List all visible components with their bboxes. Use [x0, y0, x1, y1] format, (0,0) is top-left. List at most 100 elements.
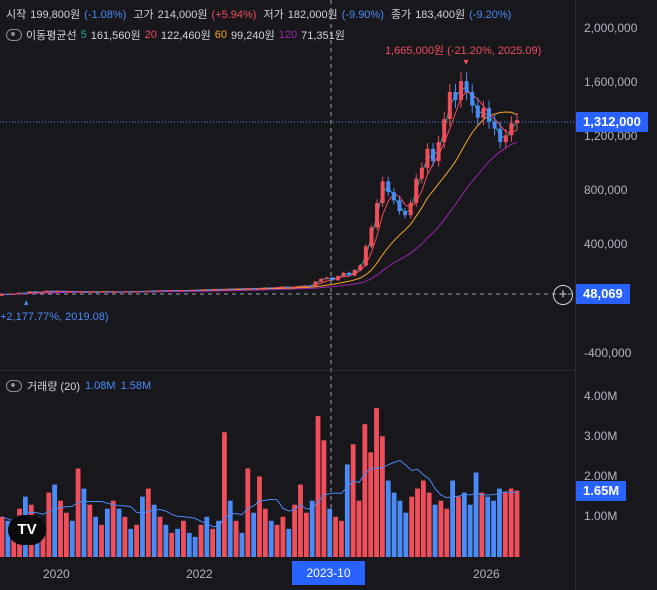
eye-icon[interactable] — [6, 380, 22, 392]
moving-average-lines — [1, 85, 518, 295]
candle — [44, 290, 49, 292]
candle — [151, 290, 156, 292]
volume-bar — [368, 452, 374, 557]
time-label: 2020 — [43, 567, 70, 581]
candle — [425, 148, 430, 168]
price-chart[interactable]: ▾ — [0, 0, 576, 590]
candle — [481, 108, 486, 118]
volume-bar — [151, 504, 157, 557]
price-tick: 400,000 — [584, 237, 628, 251]
candle — [207, 289, 212, 291]
volume-bar — [350, 444, 356, 557]
volume-bar — [333, 516, 338, 557]
ma60-value: 99,240원 — [231, 30, 275, 42]
volume-bar — [87, 504, 93, 557]
candle — [487, 108, 492, 122]
volume-bar — [227, 500, 233, 557]
candle — [498, 128, 503, 143]
ma-line-5 — [1, 85, 518, 295]
high-value: 214,000원 — [157, 9, 208, 21]
low-annotation: +2,177.77%, 2019.08) — [0, 311, 109, 323]
volume-bar — [479, 492, 485, 557]
ma-line-120 — [1, 141, 518, 295]
volume-legend[interactable]: 거래량 (20) 1.08M 1.58M — [6, 378, 151, 394]
volume-bar — [485, 496, 491, 557]
volume-title: 거래량 (20) — [27, 381, 80, 393]
crosshair-price-tag: 48,069 — [576, 284, 630, 304]
candle — [246, 288, 251, 290]
close-change: (-9.20%) — [469, 9, 512, 21]
volume-bar — [110, 500, 116, 557]
candle — [55, 291, 60, 293]
candle — [335, 276, 340, 281]
volume-bar — [268, 520, 274, 557]
candle — [257, 288, 262, 290]
volume-tick: 4.00M — [584, 389, 618, 403]
candle — [358, 265, 363, 271]
volume-bar — [99, 524, 104, 557]
candle — [111, 291, 116, 293]
candle — [263, 287, 268, 289]
volume-bar — [0, 516, 5, 557]
candle — [139, 291, 144, 293]
candle — [279, 286, 284, 288]
candle — [408, 203, 413, 216]
candle — [268, 287, 273, 289]
candle — [436, 142, 441, 162]
ma-legend[interactable]: 이동평균선 5 161,560원 20 122,460원 60 99,240원 120… — [6, 27, 345, 43]
candle — [509, 123, 514, 136]
volume-bars — [0, 408, 520, 557]
open-value: 199,800원 — [30, 9, 81, 21]
ma-line-60 — [1, 111, 518, 295]
volume-bar — [75, 468, 81, 557]
volume-bar — [502, 492, 508, 557]
volume-value-2: 1.58M — [120, 380, 152, 392]
volume-bar — [140, 496, 145, 557]
low-change: (-9.90%) — [341, 9, 384, 21]
add-plus-icon[interactable]: + — [553, 285, 573, 305]
candle — [391, 192, 396, 201]
eye-icon[interactable] — [6, 29, 22, 41]
pane-separator[interactable] — [0, 370, 576, 371]
volume-bar — [216, 520, 221, 557]
volume-bar — [450, 480, 456, 557]
candle — [195, 289, 200, 291]
candle — [475, 105, 480, 118]
peak-annotation: 1,665,000원 (-21.20%, 2025.09) — [385, 45, 542, 57]
candle — [11, 293, 16, 295]
candle — [67, 291, 72, 293]
candle — [285, 286, 290, 288]
tradingview-logo-icon[interactable]: TV — [8, 515, 46, 545]
volume-bar — [374, 408, 379, 557]
volume-bar — [298, 484, 303, 557]
candle — [212, 289, 217, 291]
volume-bar — [409, 496, 415, 557]
volume-bar — [210, 528, 216, 557]
candle — [274, 287, 279, 289]
candle — [296, 286, 301, 288]
volume-bar — [69, 520, 75, 557]
candle — [61, 291, 66, 293]
volume-bar — [309, 500, 315, 557]
volume-bar — [379, 436, 385, 557]
volume-bar — [257, 476, 262, 557]
candle — [173, 290, 178, 292]
candle — [352, 270, 357, 276]
volume-bar — [315, 416, 321, 557]
open-change: (-1.08%) — [84, 9, 127, 21]
candle — [414, 178, 419, 204]
candle — [515, 120, 519, 124]
candle — [464, 81, 469, 92]
volume-bar — [444, 508, 450, 557]
volume-bar — [104, 508, 110, 557]
candle — [240, 288, 245, 290]
candle — [313, 281, 318, 287]
candle — [5, 294, 10, 296]
price-tick: 800,000 — [584, 183, 628, 197]
volume-bar — [403, 512, 409, 557]
volume-bar — [508, 488, 514, 557]
close-value: 183,400원 — [415, 9, 466, 21]
candle — [50, 290, 55, 292]
volume-bar — [181, 520, 186, 557]
candle — [134, 291, 139, 293]
